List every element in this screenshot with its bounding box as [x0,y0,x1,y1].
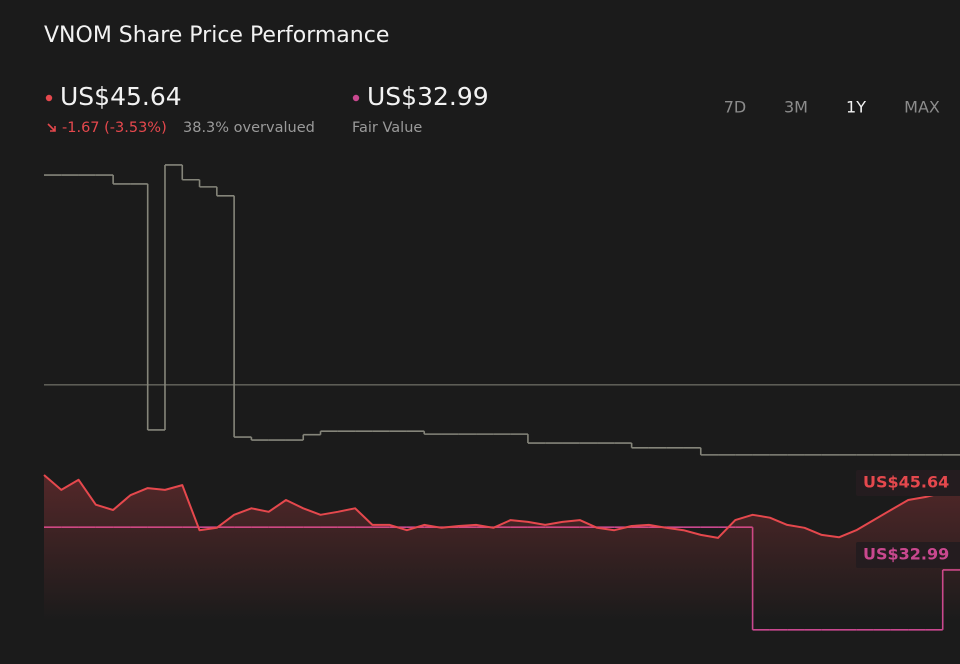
price-area [44,475,960,620]
current-price: US$45.64 [60,82,182,111]
range-tab[interactable]: MAX [904,98,940,117]
down-arrow [47,123,56,132]
fair-value-price: US$32.99 [367,82,489,111]
valuation: 38.3% overvalued [183,120,315,136]
value-tag-bg [856,542,960,568]
plot: US$45.64 US$32.99 [43,164,960,631]
value-tag: US$45.64 [863,473,949,492]
range-tabs: 7D 3M 1Y MAX [724,98,940,117]
price-change: -1.67 (-3.53%) [62,120,167,136]
price-dot [45,94,53,102]
price-line [43,474,960,539]
value-tag-bg [856,470,960,496]
fair-value-dot [352,94,360,102]
range-tab[interactable]: 7D [724,98,747,117]
value-tag: US$32.99 [863,545,949,564]
chart-title: VNOM Share Price Performance [44,23,389,48]
legend-label: Fair Value [352,120,422,136]
range-tab[interactable]: 3M [784,98,808,117]
range-tab[interactable]: 1Y [846,98,866,117]
